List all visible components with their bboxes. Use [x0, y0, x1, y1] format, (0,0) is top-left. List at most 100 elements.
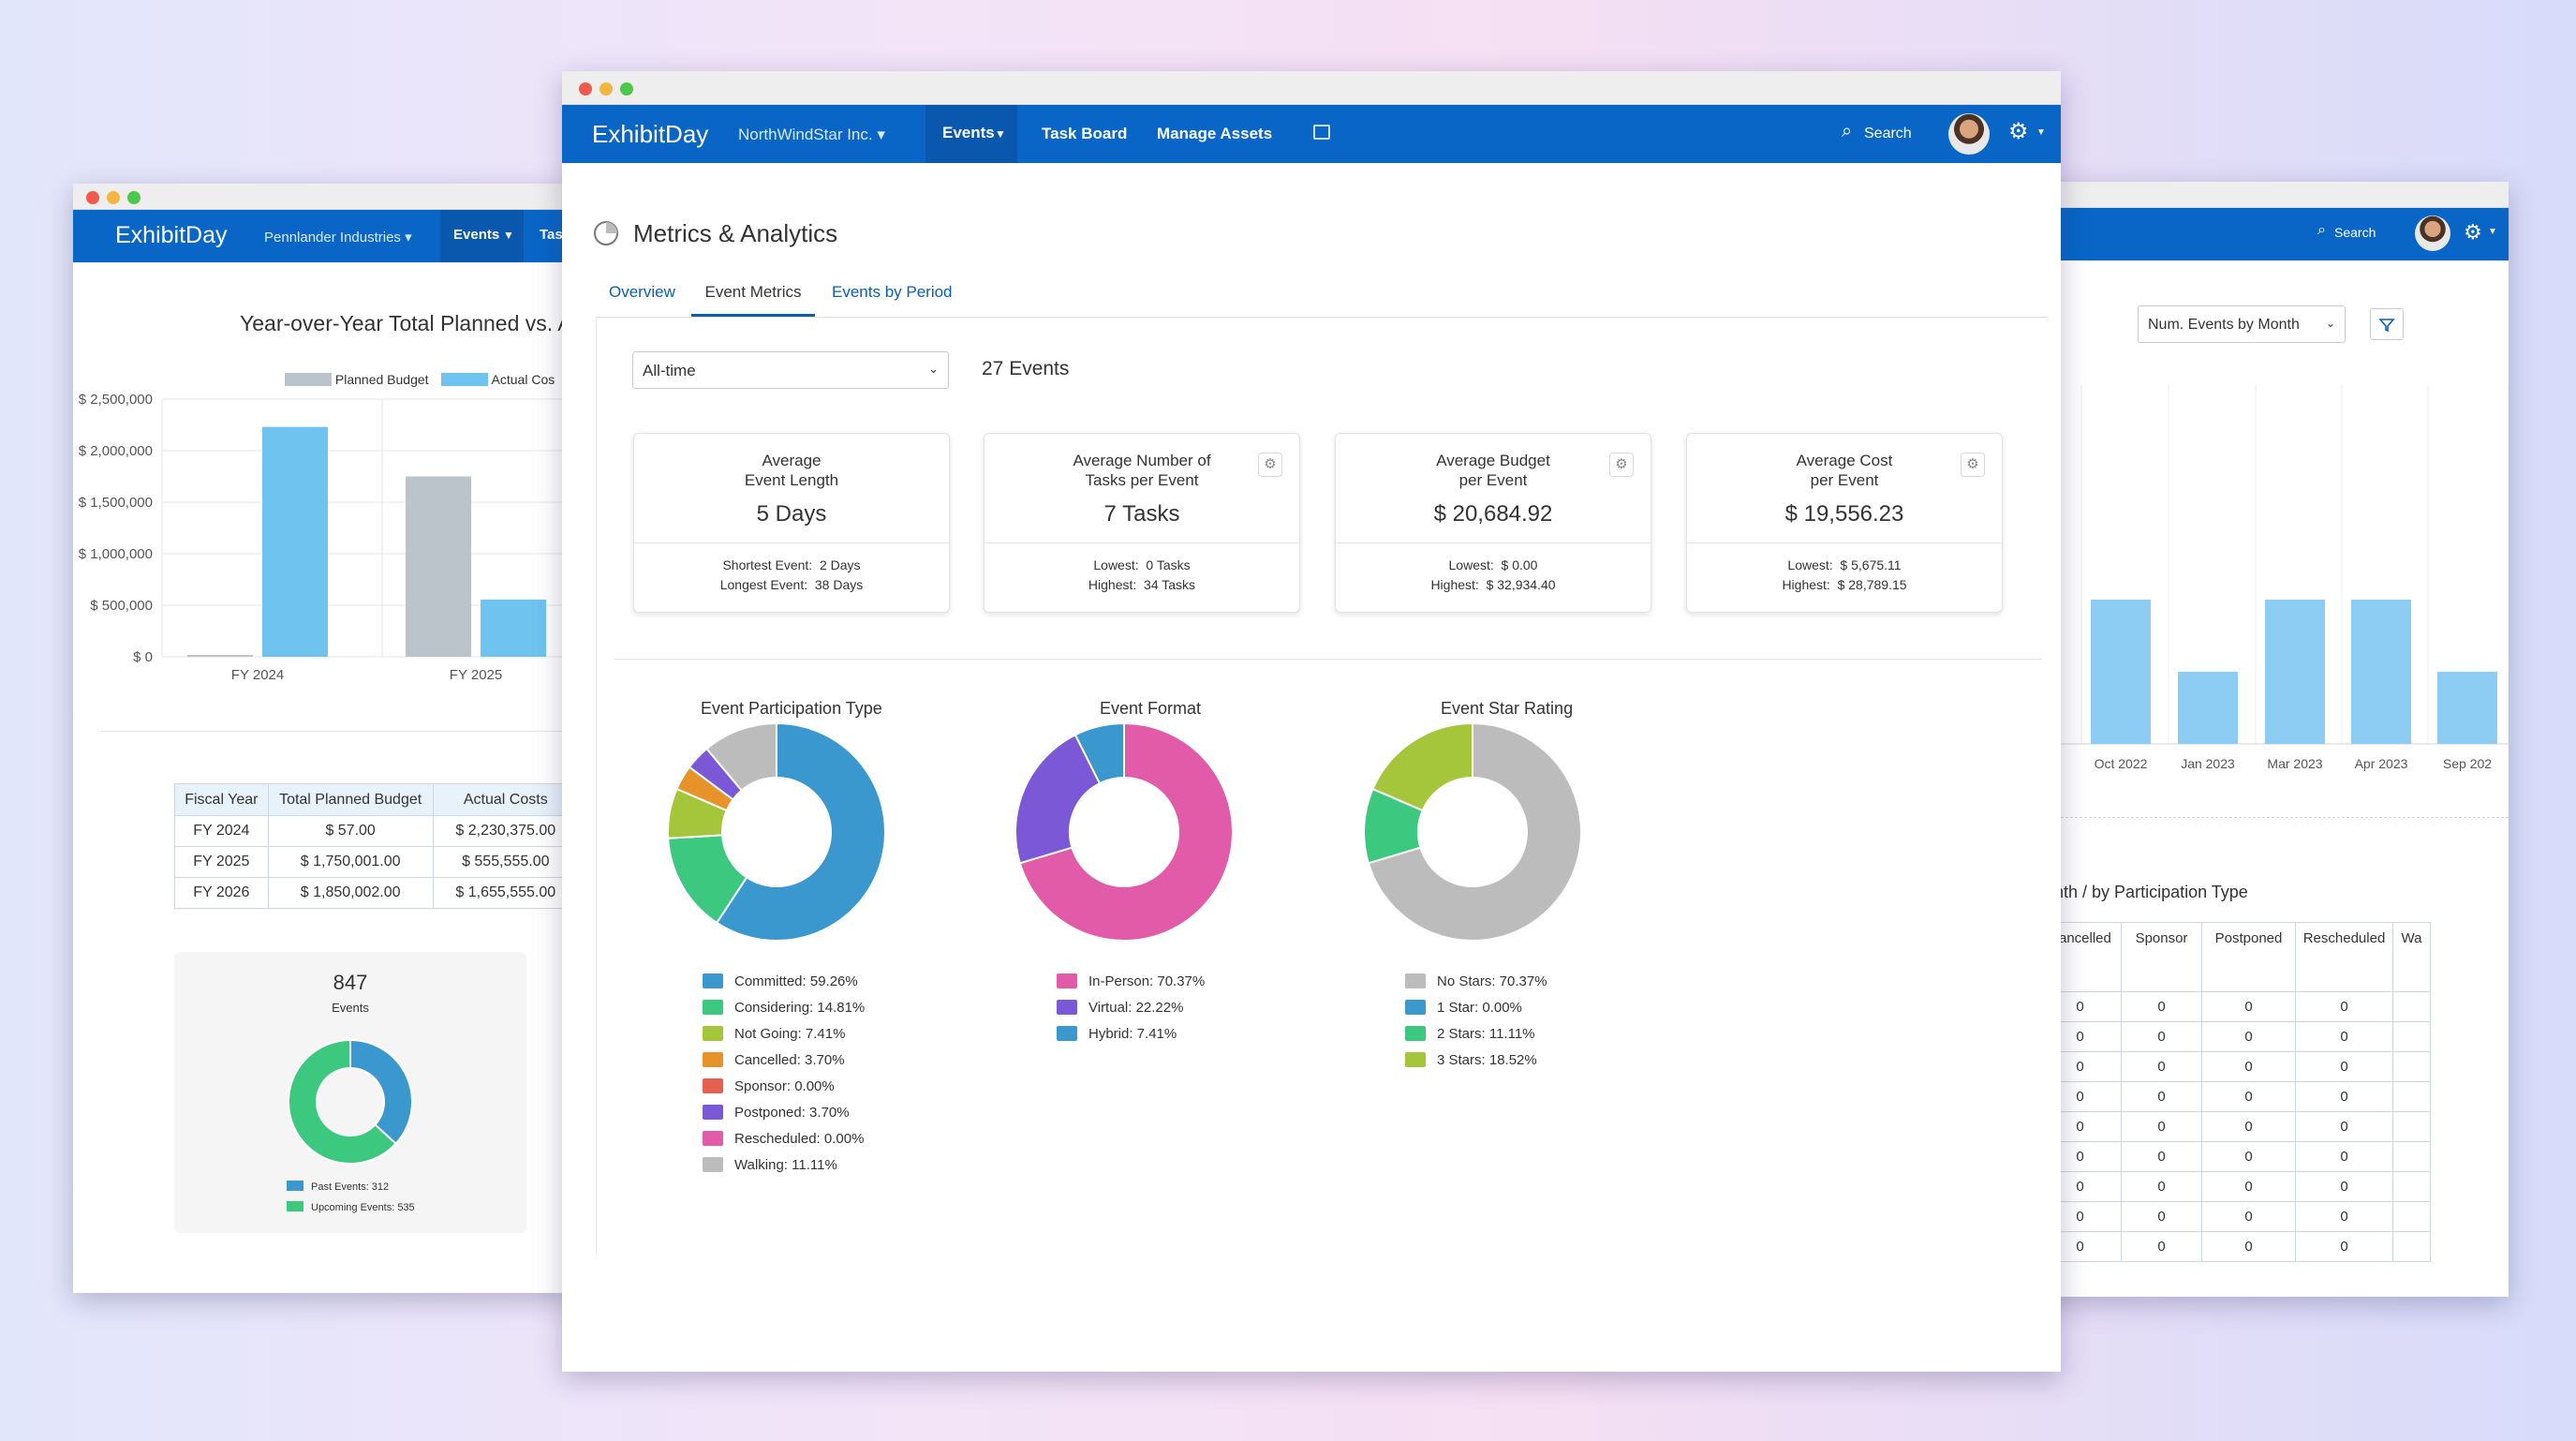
chevron-down-icon[interactable]: ▼	[2488, 227, 2497, 237]
y-tick-label: $ 1,000,000	[79, 546, 153, 562]
maximize-window-button[interactable]	[620, 82, 633, 96]
legend-item[interactable]: 1 Star: 0.00%	[1405, 1000, 1522, 1016]
y-tick-label: $ 0	[133, 649, 153, 665]
legend-swatch	[703, 1078, 723, 1093]
legend-item[interactable]: Postponed: 3.70%	[703, 1105, 850, 1121]
nav-events-dropdown[interactable]: ▼	[995, 105, 1017, 163]
search-icon[interactable]: ⌕	[1842, 121, 1853, 141]
period-metric-select[interactable]: Num. Events by Month ⌄	[2138, 305, 2346, 343]
table-cell: 0	[2295, 1111, 2393, 1142]
legend-swatch	[1405, 1026, 1426, 1041]
metric-title: Average Event Length	[634, 451, 949, 490]
close-window-button[interactable]	[579, 82, 592, 96]
gear-icon[interactable]: ⚙	[2464, 220, 2482, 244]
legend-label: No Stars: 70.37%	[1437, 973, 1547, 989]
budget-chart-legend: Planned Budget Actual Cos	[285, 372, 555, 387]
window-titlebar	[73, 184, 579, 210]
legend-item[interactable]: Virtual: 22.22%	[1057, 1000, 1183, 1016]
brand-logo[interactable]: ExhibitDay	[592, 120, 709, 148]
avatar[interactable]	[1948, 113, 1990, 155]
period-select[interactable]: All-time ⌄	[632, 351, 949, 389]
search-icon[interactable]: ⌕	[2317, 222, 2326, 238]
analytics-icon	[594, 221, 618, 245]
legend-item[interactable]: Rescheduled: 0.00%	[703, 1131, 864, 1147]
legend-item[interactable]: Not Going: 7.41%	[703, 1026, 845, 1042]
legend-label: Virtual: 22.22%	[1088, 1000, 1184, 1016]
content-left-border	[596, 317, 597, 1254]
events-count: 847	[333, 971, 368, 994]
org-selector[interactable]: Pennlander Industries ▾	[264, 230, 412, 245]
table-cell: 0	[2295, 1051, 2393, 1082]
legend-item[interactable]: Cancelled: 3.70%	[703, 1052, 845, 1068]
close-window-button[interactable]	[86, 191, 99, 204]
legend-item[interactable]: 2 Stars: 11.11%	[1405, 1026, 1535, 1042]
legend-label: Sponsor: 0.00%	[734, 1078, 835, 1094]
metric-title: Average Budget per Event	[1336, 451, 1651, 490]
table-cell: 0	[2121, 1081, 2202, 1112]
brand-logo[interactable]: ExhibitDay	[115, 222, 228, 248]
legend-swatch-actual	[441, 373, 489, 386]
y-tick-label: $ 500,000	[90, 598, 153, 614]
nav-events-dropdown[interactable]: ▼	[503, 210, 524, 262]
chevron-down-icon[interactable]: ▼	[2036, 127, 2046, 138]
table-cell: 0	[2121, 1021, 2202, 1052]
table-cell: $ 1,655,555.00	[432, 877, 579, 909]
minimize-window-button[interactable]	[107, 191, 120, 204]
bar-events-month	[2178, 672, 2238, 744]
legend-label: 2 Stars: 11.11%	[1437, 1026, 1535, 1042]
nav-tasks[interactable]: Tas	[540, 227, 563, 243]
table-cell: 0	[2295, 1171, 2393, 1202]
legend-item[interactable]: In-Person: 70.37%	[1057, 973, 1205, 989]
legend-item[interactable]: Hybrid: 7.41%	[1057, 1026, 1177, 1042]
legend-item[interactable]: 3 Stars: 18.52%	[1405, 1052, 1537, 1068]
nav-events[interactable]: Events	[925, 105, 995, 163]
table-cell	[2392, 991, 2431, 1022]
nav-events-label: Events	[942, 124, 995, 141]
metric-card-tasks: Average Number of Tasks per Event ⚙ 7 Tas…	[984, 433, 1300, 613]
metric-detail-1: Lowest: $ 5,675.11	[1787, 557, 1902, 572]
filter-button[interactable]	[2370, 308, 2404, 340]
card-settings-button[interactable]: ⚙	[1961, 453, 1985, 477]
format-donut-slice	[1018, 721, 1234, 942]
metric-detail-1: Lowest: $ 0.00	[1448, 557, 1538, 572]
org-selector[interactable]: NorthWindStar Inc. ▾	[738, 126, 885, 143]
window-titlebar	[562, 71, 2061, 105]
avatar[interactable]	[2415, 215, 2450, 251]
maximize-window-button[interactable]	[127, 191, 141, 204]
legend-item[interactable]: Sponsor: 0.00%	[703, 1078, 835, 1094]
page-title: Metrics & Analytics	[633, 219, 838, 247]
search-link[interactable]: Search	[2334, 225, 2376, 240]
tab-event-metrics[interactable]: Event Metrics	[691, 272, 815, 317]
chart-title-star-rating: Event Star Rating	[1441, 699, 1574, 718]
gear-icon[interactable]: ⚙	[2008, 119, 2029, 144]
legend-item[interactable]: Walking: 11.11%	[703, 1157, 837, 1173]
tab-overview[interactable]: Overview	[609, 283, 675, 301]
search-link[interactable]: Search	[1864, 126, 1912, 141]
cast-icon[interactable]	[1313, 125, 1330, 140]
card-settings-button[interactable]: ⚙	[1258, 453, 1282, 477]
nav-task-board[interactable]: Task Board	[1042, 125, 1128, 142]
table-cell: $ 2,230,375.00	[432, 815, 579, 847]
nav-manage-assets[interactable]: Manage Assets	[1157, 125, 1273, 142]
legend-item[interactable]: Considering: 14.81%	[703, 1000, 865, 1016]
legend-swatch-planned	[285, 373, 332, 386]
legend-label: Cancelled: 3.70%	[734, 1052, 845, 1068]
legend-item[interactable]: No Stars: 70.37%	[1405, 973, 1547, 989]
tab-events-by-period[interactable]: Events by Period	[832, 283, 953, 301]
legend-item[interactable]: Committed: 59.26%	[703, 973, 858, 989]
table-cell: 0	[2295, 1201, 2393, 1232]
donut-charts	[667, 721, 1582, 942]
card-settings-button[interactable]: ⚙	[1609, 453, 1634, 477]
x-tick-label: FY 2024	[231, 667, 284, 683]
chevron-down-icon: ⌄	[928, 362, 939, 376]
table-cell: 0	[2201, 1231, 2296, 1262]
table-cell: 0	[2201, 1081, 2296, 1112]
minimize-window-button[interactable]	[600, 82, 613, 96]
legend-label: Considering: 14.81%	[734, 1000, 866, 1016]
nav-events[interactable]: Events	[440, 210, 503, 262]
x-tick-label: Apr 2023	[2355, 756, 2408, 771]
bar-events-month	[2437, 672, 2497, 744]
bar-actual-cos	[262, 426, 328, 657]
gear-icon: ⚙	[1966, 456, 1979, 472]
tabs-divider	[596, 317, 2048, 318]
